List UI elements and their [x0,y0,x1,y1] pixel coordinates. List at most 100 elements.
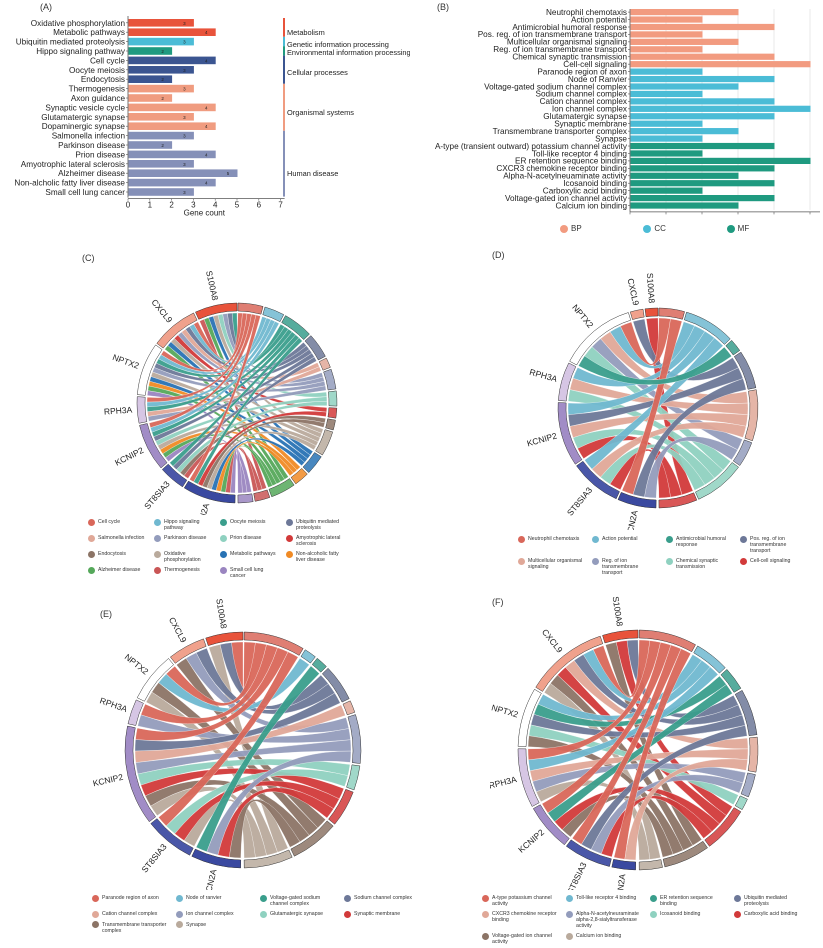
legend-item: Neutrophil chemotaxis [518,535,586,554]
legend-swatch [726,224,735,233]
category-label: Cell cycle [90,56,125,65]
legend-label: BP [571,224,582,233]
legend-swatch [176,894,183,902]
category-label: Metabolic pathways [53,28,125,37]
gene-arc [576,460,620,500]
category-label: Voltage-gated sodium channel complex [484,82,627,91]
bar [128,113,194,121]
legend-swatch [220,518,227,526]
category-label: Salmonella infection [52,132,126,141]
legend-swatch [176,910,183,918]
gene-arc [617,491,657,509]
legend-label: Antimicrobial humoral response [676,536,726,548]
legend-swatch [592,557,599,565]
legend-label: MF [737,224,750,233]
bar [630,150,703,157]
legend-label: Multicellular organismal signaling [528,558,583,570]
legend-swatch [92,921,99,928]
legend-item: Pos. reg. of ion transmembrane transport [740,535,808,554]
legend-label: Synapse [186,921,207,928]
legend-label: Synaptic membrane [354,911,401,917]
legend-label: Voltage-gated sodium channel complex [270,895,321,907]
term-arc [683,311,731,345]
legend-item: Synaptic membrane [344,910,422,918]
legend-item: Antimicrobial humoral response [666,535,734,554]
group-bar [283,46,285,56]
legend-item: Sodium channel complex [344,894,422,907]
term-arc [732,439,753,466]
gene-arc [183,480,236,504]
legend-item: Cell-cell signaling [740,557,808,576]
category-label: CXCR3 chemokine receptor binding [496,164,627,173]
term-arc [662,840,708,868]
legend-item: Cell cycle [88,518,148,531]
legend-label: CXCR3 chemokine receptor binding [492,911,557,923]
group-label: Organismal systems [287,108,354,117]
legend-item: Paranode region of axon [92,894,170,907]
term-arc [740,772,756,798]
category-label: Synaptic vesicle cycle [45,103,125,112]
legend-swatch [88,518,95,526]
category-label: Voltage-gated ion channel activity [505,194,628,203]
category-label: Synaptic membrane [554,120,627,129]
category-label: Ubiquitin mediated proteolysis [16,38,125,47]
bar [630,98,775,105]
legend-item: Voltage-gated sodium channel complex [260,894,338,907]
bar [128,103,216,112]
legend-item: Thermogenesis [154,566,214,579]
legend-label: Alpha-N-acetylneuraminate alpha-2,8-sial… [576,911,639,929]
bar [630,180,775,187]
chord-ribbon [644,436,738,499]
bar [128,37,194,46]
gene-arc [161,463,188,488]
legend-swatch [666,535,673,543]
gene-label: CXCL9 [149,297,174,325]
legend-swatch [740,535,747,543]
legend-swatch [518,535,525,543]
gene-label: SCN2A [614,873,627,890]
legend-label: Paranode region of axon [102,895,159,901]
group-bar [283,83,285,131]
group-label: Environmental information processing [287,48,410,57]
bar-value-label: 5 [227,171,230,176]
gene-arc [150,818,194,856]
bar [128,122,216,130]
gene-label: CXCL9 [540,627,565,655]
legend-swatch [344,910,351,918]
legend-label: Neutrophil chemotaxis [528,536,580,542]
bar-value-label: 2 [161,77,164,82]
bar [630,90,703,98]
gene-label: ST8SIA3 [565,485,595,518]
legend-label: Salmonella infection [98,535,145,541]
bar [630,75,775,83]
legend-item: Ion channel complex [176,910,254,918]
legend-item: MF [726,224,810,233]
bar [128,75,173,83]
legend-item: CC [643,224,726,233]
chord-ribbon [183,798,256,859]
legend-swatch [592,535,599,543]
category-label: Multicellular organismal signaling [507,38,628,47]
gene-arc [124,725,156,823]
gene-arc [170,638,207,664]
term-arc [302,452,322,473]
gene-label: ST8SIA3 [139,842,168,875]
term-arc [321,667,350,703]
legend-swatch [560,224,568,233]
legend-label: Calcium ion binding [576,933,622,939]
bar [630,61,811,68]
gene-label: SCN2A [624,509,640,530]
bar [630,53,775,60]
category-label: Antimicrobial humoral response [512,23,627,32]
term-arc [253,489,271,502]
category-label: Icosanoid binding [563,179,627,188]
gene-arc [602,629,639,644]
gene-label: KCNIP2 [92,772,124,789]
legend-item: Glutamatergic synapse [260,910,338,918]
legend-label: Glutamatergic synapse [270,911,324,917]
gene-label: RPH3A [490,774,518,791]
term-arc [311,657,327,673]
gene-arc [557,402,583,465]
bar-value-label: 3 [183,190,186,195]
